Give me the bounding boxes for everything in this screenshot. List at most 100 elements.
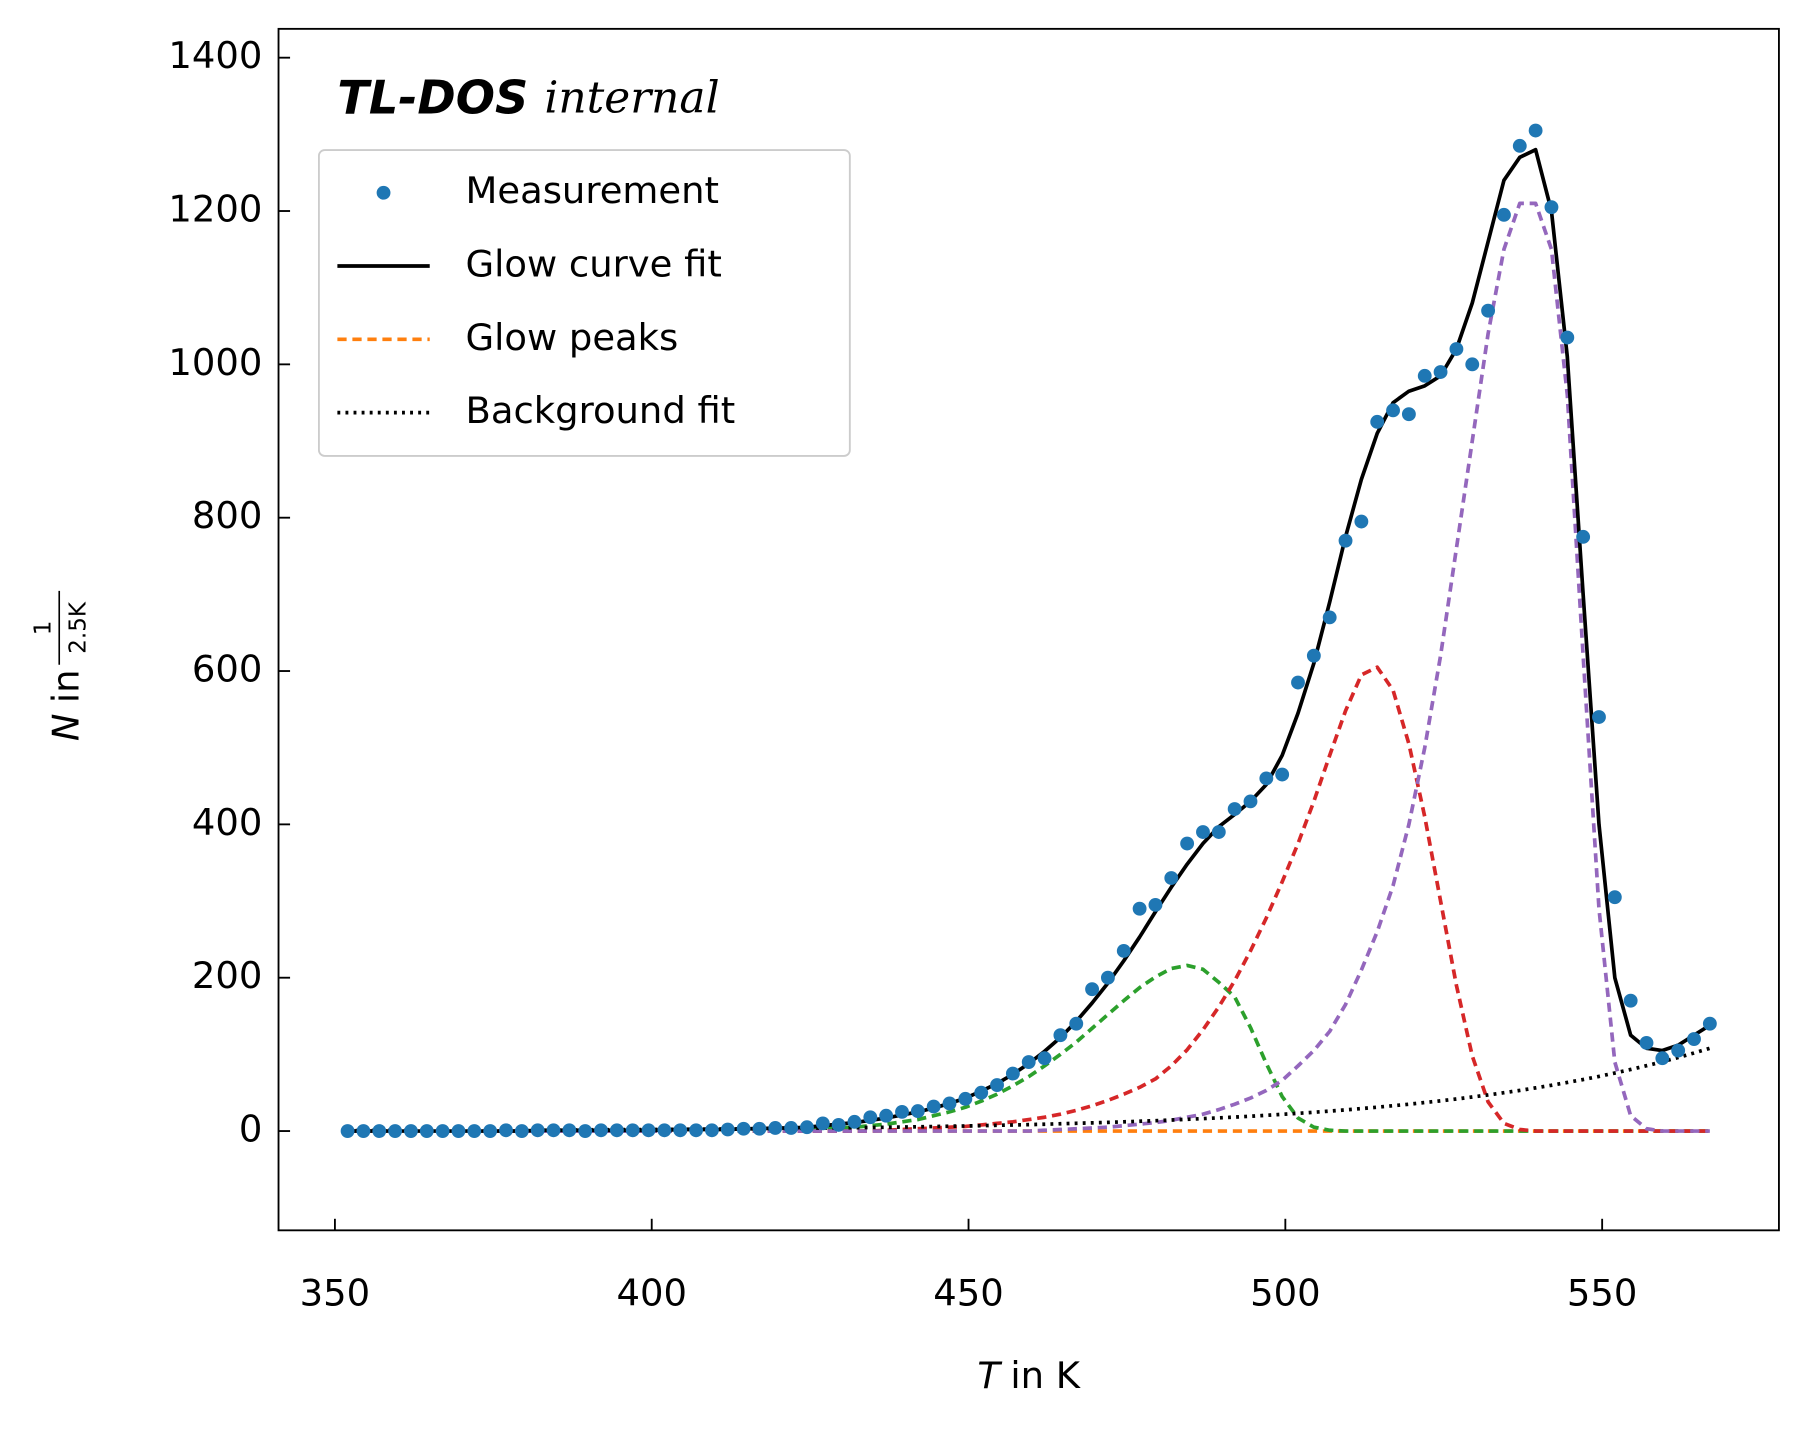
legend-label: Background fit	[465, 389, 735, 432]
data-point	[1592, 710, 1606, 724]
data-point	[704, 1123, 719, 1138]
data-point	[720, 1122, 735, 1137]
data-point	[910, 1104, 925, 1119]
data-point	[546, 1123, 561, 1138]
data-point	[895, 1104, 909, 1119]
data-point	[1164, 871, 1179, 885]
data-point	[990, 1078, 1004, 1092]
data-point	[1132, 901, 1147, 916]
data-point	[1069, 1016, 1084, 1031]
y-tick-label: 800	[192, 494, 262, 537]
data-point	[958, 1091, 973, 1106]
legend-label: Glow peaks	[465, 316, 678, 359]
data-point	[1116, 943, 1131, 958]
y-tick-label: 1400	[168, 34, 262, 77]
x-tick-label: 500	[1250, 1271, 1320, 1314]
data-point	[514, 1124, 529, 1138]
y-tick-label: 200	[192, 954, 262, 997]
y-label-denominator: 2.5K	[65, 601, 91, 654]
x-tick-label: 400	[616, 1271, 686, 1314]
data-point	[356, 1124, 371, 1138]
data-point	[1021, 1055, 1036, 1069]
x-tick-label: 450	[933, 1271, 1003, 1314]
data-point	[1560, 330, 1575, 345]
data-point	[1053, 1028, 1068, 1043]
data-point	[1148, 897, 1163, 912]
data-point	[1275, 767, 1290, 782]
axes-frame	[277, 27, 1780, 1232]
data-point	[1227, 802, 1242, 816]
data-point	[1401, 407, 1416, 422]
data-point	[609, 1123, 624, 1138]
y-tick-label: 400	[192, 801, 262, 844]
x-tick-label: 550	[1567, 1271, 1637, 1314]
data-point	[1417, 368, 1432, 383]
data-point	[673, 1123, 688, 1138]
data-point	[1005, 1066, 1020, 1081]
data-point	[752, 1121, 767, 1136]
data-point	[926, 1099, 941, 1114]
data-point	[768, 1121, 783, 1135]
data-point	[1354, 514, 1369, 529]
data-point	[1671, 1043, 1686, 1058]
annotation-italic: internal	[544, 72, 719, 123]
data-point	[594, 1123, 608, 1138]
data-point	[736, 1121, 751, 1136]
data-point	[483, 1124, 498, 1138]
data-point	[404, 1124, 418, 1138]
data-point	[1465, 357, 1480, 372]
data-point	[451, 1124, 466, 1138]
data-point	[1512, 138, 1527, 153]
x-tick-label: 350	[300, 1271, 370, 1314]
data-point	[372, 1124, 387, 1138]
data-point	[1576, 529, 1591, 544]
data-point	[1243, 794, 1258, 809]
legend-marker	[376, 185, 391, 200]
data-point	[1101, 970, 1115, 985]
data-point	[1702, 1016, 1717, 1031]
data-point	[340, 1124, 355, 1138]
data-point	[863, 1110, 878, 1125]
legend-label: Measurement	[465, 169, 718, 212]
data-point	[657, 1123, 672, 1138]
data-point	[879, 1108, 894, 1123]
data-point	[388, 1124, 403, 1138]
x-label-symbol: T	[977, 1353, 1002, 1396]
data-point	[578, 1124, 593, 1138]
y-label-main: Nin	[44, 669, 87, 741]
y-label-numerator: 1	[31, 621, 57, 636]
data-point	[1386, 403, 1400, 418]
data-point	[1449, 342, 1464, 356]
data-point	[1085, 982, 1100, 997]
data-point	[1607, 890, 1622, 905]
data-point	[815, 1116, 830, 1131]
data-point	[1211, 825, 1226, 839]
data-point	[831, 1117, 846, 1132]
data-point	[435, 1124, 450, 1138]
data-point	[1322, 610, 1337, 625]
y-tick-label: 0	[239, 1108, 263, 1151]
data-point	[784, 1121, 799, 1135]
data-point	[1338, 533, 1353, 548]
data-point	[974, 1085, 989, 1100]
data-point	[1623, 993, 1638, 1008]
data-point	[641, 1123, 656, 1138]
data-point	[800, 1120, 814, 1135]
annotation-bold: TL-DOS	[337, 70, 528, 124]
data-point	[1497, 207, 1511, 222]
data-point	[1528, 123, 1543, 138]
data-point	[942, 1096, 957, 1111]
data-point	[689, 1123, 704, 1138]
y-axis-label: Nin 1 2.5K	[31, 590, 91, 741]
y-tick-label: 600	[192, 648, 262, 691]
data-point	[847, 1114, 862, 1129]
y-tick-label: 1000	[168, 341, 262, 384]
data-point	[499, 1123, 513, 1138]
data-point	[1180, 836, 1195, 851]
data-point	[419, 1124, 434, 1138]
data-point	[1544, 200, 1559, 215]
data-point	[1687, 1032, 1701, 1046]
data-point	[1306, 648, 1321, 663]
